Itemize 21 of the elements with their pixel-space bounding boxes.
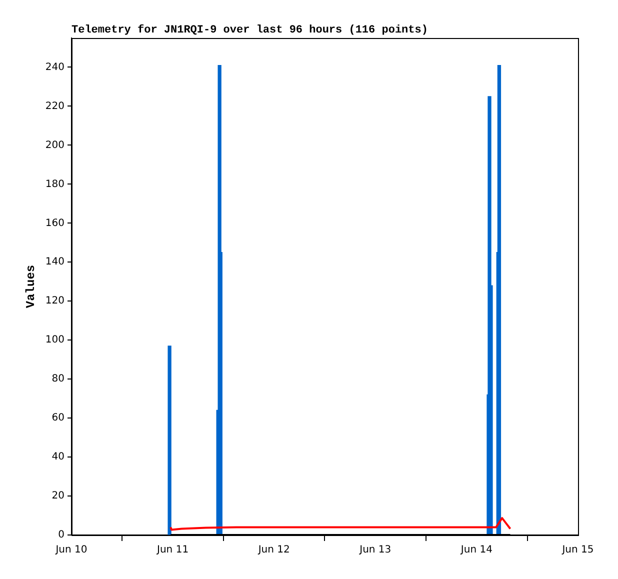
y-tick-label: 60	[52, 412, 64, 424]
chart-title: Telemetry for JN1RQI-9 over last 96 hours (116 points)	[71, 23, 428, 36]
y-tick-label: 240	[45, 62, 64, 73]
y-axis-title: Values	[24, 264, 38, 308]
y-tick-label: 40	[52, 452, 64, 463]
x-tick-label: Jun 11	[156, 544, 189, 556]
y-tick-label: 140	[45, 256, 64, 268]
y-tick-label: 0	[58, 530, 64, 541]
y-tick-label: 200	[45, 140, 64, 151]
x-tick-label: Jun 13	[358, 544, 392, 556]
y-tick-label: 220	[45, 100, 64, 112]
y-tick-label: 80	[52, 374, 64, 385]
x-tick-label: Jun 14	[460, 544, 492, 556]
y-tick-label: 160	[45, 218, 64, 229]
x-tick-label: Jun 10	[54, 544, 88, 556]
y-tick-label: 100	[45, 334, 64, 346]
y-tick-label: 180	[45, 178, 64, 190]
y-tick-label: 20	[52, 490, 64, 502]
x-tick-label: Jun 15	[561, 544, 594, 556]
y-tick-label: 120	[45, 296, 64, 307]
x-tick-label: Jun 12	[257, 544, 290, 556]
